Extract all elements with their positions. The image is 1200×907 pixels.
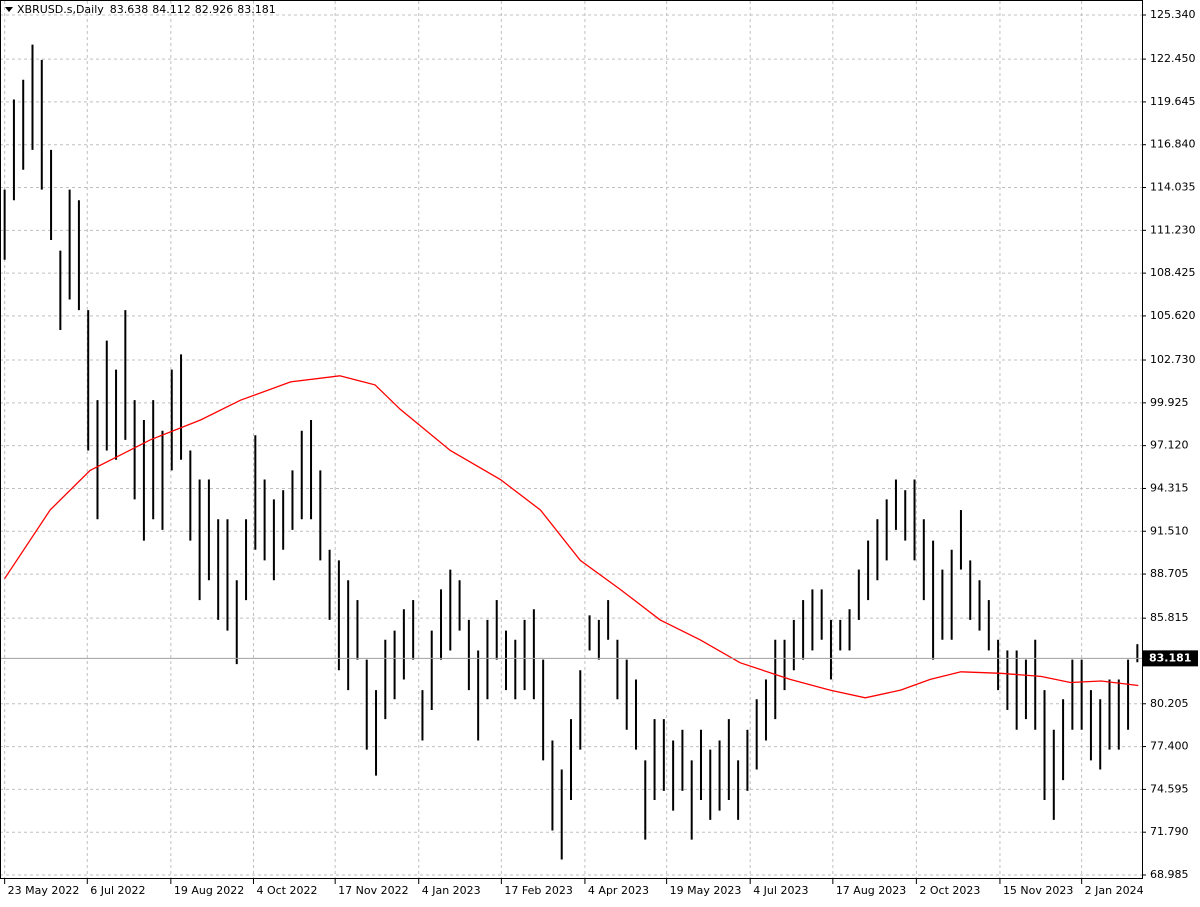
y-tick-label: 108.425 — [1150, 266, 1196, 279]
bars — [0, 44, 1142, 860]
y-tick-label: 102.730 — [1150, 353, 1196, 366]
x-tick-label: 17 Aug 2023 — [836, 884, 906, 897]
x-tick-label: 2 Oct 2023 — [919, 884, 980, 897]
plot-frame — [0, 0, 1143, 879]
y-tick-label: 85.815 — [1150, 611, 1189, 624]
menu-arrow[interactable] — [5, 7, 13, 12]
y-tick-label: 111.230 — [1150, 223, 1196, 236]
y-tick-label: 88.705 — [1150, 567, 1189, 580]
y-tick-label: 91.510 — [1150, 524, 1189, 537]
x-tick-label: 17 Feb 2023 — [504, 884, 572, 897]
price-label-box — [1143, 650, 1198, 667]
moving-average — [4, 375, 1139, 699]
y-tick-label: 97.120 — [1150, 439, 1189, 452]
high: 84.112 — [152, 3, 191, 16]
chart-header: XBRUSD.s,Daily 83.638 84.112 82.926 83.181 — [17, 3, 276, 16]
x-tick-label: 4 Jul 2023 — [753, 884, 808, 897]
y-tick-label: 71.790 — [1150, 825, 1189, 838]
open: 83.638 — [110, 3, 149, 16]
y-tick-label: 99.925 — [1150, 396, 1189, 409]
x-tick-label: 4 Jan 2023 — [422, 884, 481, 897]
price-label: 83.181 — [1149, 651, 1191, 664]
x-tick-label: 6 Jul 2022 — [90, 884, 145, 897]
x-tick-label: 15 Nov 2023 — [1003, 884, 1073, 897]
y-tick-label: 122.450 — [1150, 52, 1196, 65]
x-tick-label: 4 Oct 2022 — [256, 884, 317, 897]
x-tick-label: 4 Apr 2023 — [588, 884, 649, 897]
close: 83.181 — [237, 3, 276, 16]
y-tick-label: 125.340 — [1150, 8, 1196, 21]
y-tick-label: 114.035 — [1150, 181, 1196, 194]
y-tick-label: 68.985 — [1150, 868, 1189, 881]
x-tick-label: 23 May 2022 — [8, 884, 80, 897]
y-tick-label: 105.620 — [1150, 309, 1196, 322]
low: 82.926 — [195, 3, 234, 16]
y-tick-label: 74.595 — [1150, 782, 1189, 795]
y-tick-label: 94.315 — [1150, 481, 1189, 494]
y-tick-label: 119.645 — [1150, 95, 1196, 108]
x-tick-label: 19 Aug 2022 — [174, 884, 244, 897]
symbol: XBRUSD.s,Daily — [17, 3, 104, 16]
y-tick-label: 116.840 — [1150, 138, 1196, 151]
y-tick-label: 77.400 — [1150, 740, 1189, 753]
x-tick-label: 2 Jan 2024 — [1085, 884, 1144, 897]
x-tick-label: 17 Nov 2022 — [338, 884, 408, 897]
x-tick-label: 19 May 2023 — [670, 884, 742, 897]
y-tick-label: 80.205 — [1150, 697, 1189, 710]
